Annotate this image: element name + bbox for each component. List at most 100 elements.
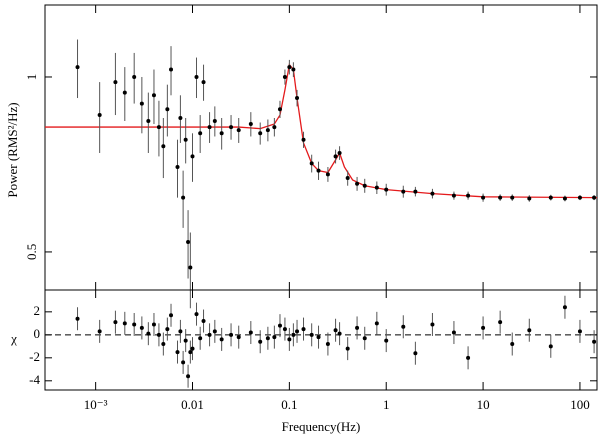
data-point <box>132 74 137 79</box>
data-point <box>201 80 206 85</box>
data-point <box>325 342 330 347</box>
data-point <box>122 321 127 326</box>
data-point <box>466 193 471 198</box>
data-point <box>156 125 161 130</box>
data-point <box>188 265 193 270</box>
data-point <box>287 65 292 70</box>
data-point <box>481 195 486 200</box>
data-point <box>362 183 367 188</box>
data-point <box>316 168 321 173</box>
data-point <box>287 337 292 342</box>
data-point <box>198 336 203 341</box>
data-point <box>181 360 186 365</box>
data-point <box>265 336 270 341</box>
data-point <box>146 118 151 123</box>
data-point <box>132 322 137 327</box>
data-point <box>194 312 199 317</box>
data-point <box>169 313 174 318</box>
data-point <box>325 172 330 177</box>
model-line <box>45 63 598 199</box>
data-point <box>194 74 199 79</box>
data-point <box>201 319 206 324</box>
data-point <box>337 150 342 155</box>
data-point <box>362 336 367 341</box>
data-point <box>258 131 263 136</box>
data-point <box>169 67 174 72</box>
data-point <box>337 331 342 336</box>
plot-frame <box>44 4 598 291</box>
x-axis-label: Frequency(Hz) <box>282 419 361 434</box>
data-point <box>277 107 282 112</box>
data-point <box>592 339 597 344</box>
data-point <box>309 332 314 337</box>
data-point <box>272 335 277 340</box>
data-point <box>207 125 212 130</box>
y-axis-label: Power (RMS²/Hz) <box>5 102 20 197</box>
x-tick-label: 100 <box>570 397 590 412</box>
data-point <box>175 350 180 355</box>
data-point <box>295 96 300 101</box>
data-point <box>207 332 212 337</box>
data-point <box>374 185 379 190</box>
data-point <box>562 305 567 310</box>
data-point <box>190 154 195 159</box>
data-point <box>577 195 582 200</box>
data-point <box>236 335 241 340</box>
data-point <box>161 342 166 347</box>
data-point <box>156 332 161 337</box>
data-point <box>301 327 306 332</box>
data-point <box>451 193 456 198</box>
data-point <box>295 329 300 334</box>
y-tick-label: -4 <box>29 372 40 387</box>
data-point <box>430 191 435 196</box>
data-point <box>272 125 277 130</box>
data-point <box>165 107 170 112</box>
data-point <box>190 346 195 351</box>
x-tick-label: 0.1 <box>281 397 297 412</box>
data-point <box>248 330 253 335</box>
x-tick-label: 10 <box>477 397 490 412</box>
y-tick-label: -2 <box>29 349 40 364</box>
y-tick-label: 0.5 <box>24 244 39 260</box>
data-point <box>309 161 314 166</box>
data-point <box>548 344 553 349</box>
data-point <box>401 324 406 329</box>
data-point <box>355 325 360 330</box>
data-point <box>212 118 217 123</box>
data-point <box>151 322 156 327</box>
y-tick-label: 0 <box>34 326 41 341</box>
data-point <box>198 131 203 136</box>
data-point <box>212 329 217 334</box>
data-point <box>183 137 188 142</box>
data-point <box>548 195 553 200</box>
data-point <box>291 332 296 337</box>
data-point <box>151 93 156 98</box>
data-point <box>75 316 80 321</box>
y-tick-label: 2 <box>34 303 41 318</box>
data-point <box>301 137 306 142</box>
data-point <box>188 350 193 355</box>
data-point <box>401 189 406 194</box>
data-point <box>139 101 144 106</box>
data-point <box>355 181 360 186</box>
data-point <box>430 322 435 327</box>
data-point <box>481 325 486 330</box>
data-point <box>333 328 338 333</box>
data-point <box>374 321 379 326</box>
data-point <box>219 337 224 342</box>
data-point <box>345 346 350 351</box>
data-point <box>498 195 503 200</box>
data-point <box>113 320 118 325</box>
data-point <box>175 165 180 170</box>
data-point <box>413 351 418 356</box>
data-point <box>97 329 102 334</box>
data-point <box>219 131 224 136</box>
x-tick-label: 0.01 <box>181 397 204 412</box>
y-tick-label: 1 <box>24 74 39 81</box>
data-point <box>527 196 532 201</box>
data-point <box>178 116 183 121</box>
data-point <box>592 195 597 200</box>
data-point <box>181 195 186 200</box>
data-point <box>577 329 582 334</box>
